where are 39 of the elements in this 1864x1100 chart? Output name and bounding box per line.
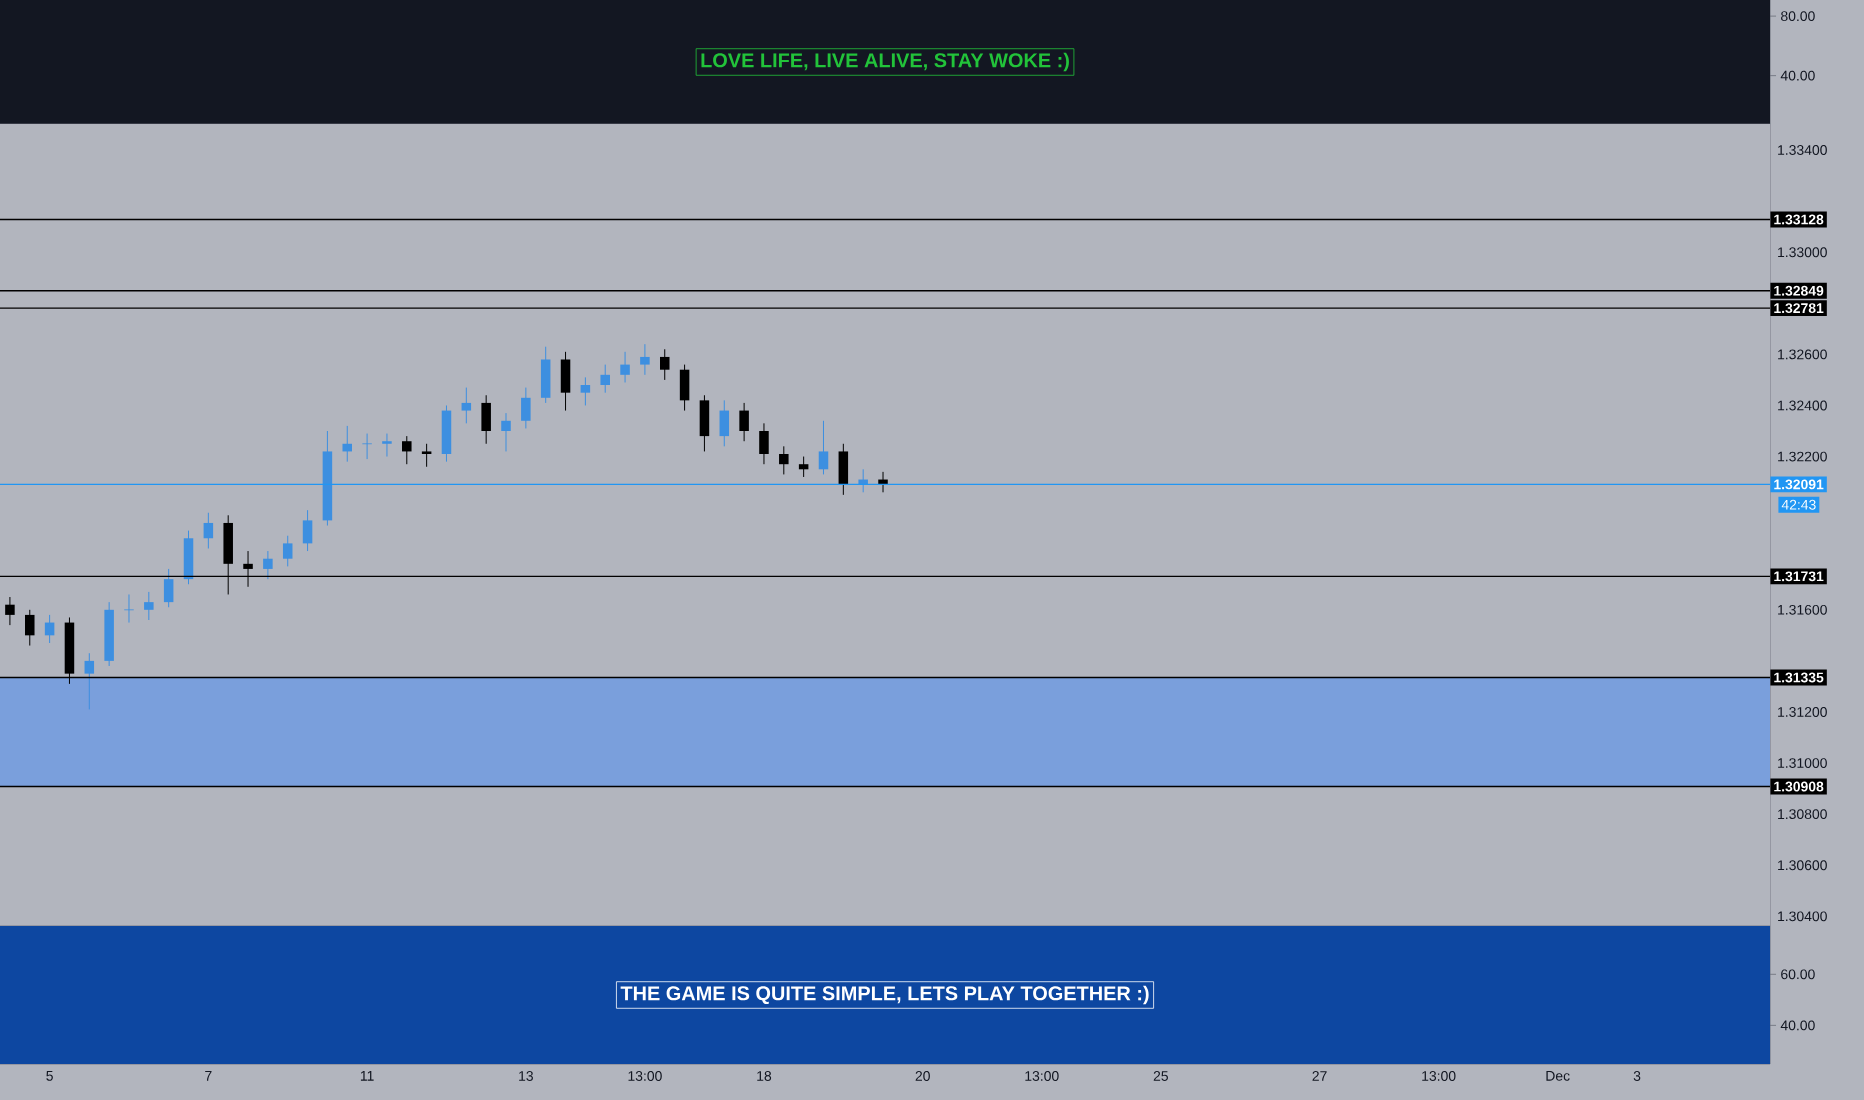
candlestick xyxy=(540,346,551,404)
candlestick xyxy=(203,512,214,549)
candlestick xyxy=(263,550,273,580)
candlestick xyxy=(25,609,35,647)
candlestick xyxy=(183,530,194,585)
candlestick xyxy=(481,394,491,445)
candlestick xyxy=(739,402,749,442)
candlestick xyxy=(521,387,531,429)
candlestick xyxy=(699,394,710,452)
candlestick xyxy=(620,351,630,383)
candlestick xyxy=(123,593,135,624)
candlestick xyxy=(144,591,154,621)
candlestick xyxy=(421,443,432,468)
candlestick xyxy=(560,351,571,412)
candlestick xyxy=(501,412,511,452)
candlestick xyxy=(640,343,650,376)
candlestick xyxy=(441,404,452,463)
candlestick xyxy=(600,364,610,394)
text: THE GAME IS QUITE SIMPLE, LETS PLAY TOGETHER :) xyxy=(620,985,1149,1005)
candlestick xyxy=(719,399,730,447)
candlestick xyxy=(461,387,472,424)
candlestick xyxy=(163,568,174,608)
candlestick xyxy=(84,652,95,710)
candlestick xyxy=(402,435,412,465)
candlestick xyxy=(838,443,849,496)
candlestick xyxy=(361,433,373,460)
text: LOVE LIFE, LIVE ALIVE, STAY WOKE :) xyxy=(701,52,1069,72)
candlestick xyxy=(382,433,392,458)
candlestick xyxy=(580,376,591,406)
candlestick xyxy=(779,445,789,475)
candlestick xyxy=(759,422,769,465)
candlestick xyxy=(679,364,690,412)
candlestick xyxy=(342,425,353,463)
candlestick xyxy=(818,420,829,475)
candlestick xyxy=(798,456,809,478)
candlestick xyxy=(5,596,15,626)
candlestick xyxy=(302,509,313,552)
candlestick xyxy=(282,535,293,567)
candlestick xyxy=(659,348,670,381)
